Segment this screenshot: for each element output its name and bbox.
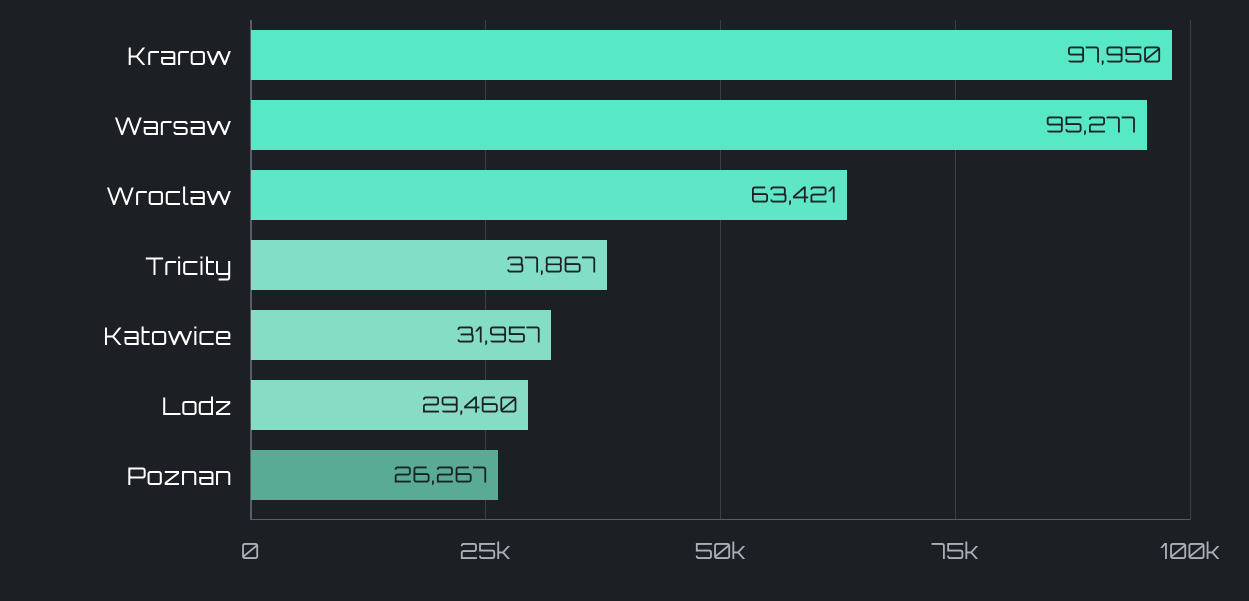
x-tick-label: 25k xyxy=(460,538,511,565)
bar: 29,460 xyxy=(251,380,528,430)
bar-value-label: 31,957 xyxy=(456,322,541,349)
bar: 97,950 xyxy=(251,30,1172,80)
bar: 31,957 xyxy=(251,310,551,360)
bar-value-label: 26,267 xyxy=(394,462,488,489)
bar-value-label: 97,950 xyxy=(1067,42,1162,69)
gridline xyxy=(720,20,721,520)
bar-value-label: 63,421 xyxy=(751,182,837,209)
y-axis-label: Wroclaw xyxy=(106,181,232,211)
bar: 26,267 xyxy=(251,450,498,500)
plot-area: 97,950 95,277 63,421 37,867 31,957 29,460 26,2… xyxy=(250,20,1190,520)
y-axis-label: Lodz xyxy=(162,391,232,421)
gridline xyxy=(1190,20,1191,520)
horizontal-bar-chart: 97,950 95,277 63,421 37,867 31,957 29,460 26,2… xyxy=(0,0,1249,601)
y-axis-label: Tricity xyxy=(145,251,232,281)
bar-value-label: 95,277 xyxy=(1046,112,1137,139)
y-axis-label: Katowice xyxy=(104,321,232,351)
x-tick-label: 100k xyxy=(1160,538,1220,565)
bar: 63,421 xyxy=(251,170,847,220)
bar: 37,867 xyxy=(251,240,607,290)
gridline xyxy=(955,20,956,520)
x-tick-label: 50k xyxy=(695,538,746,565)
y-axis-label: Poznan xyxy=(127,461,232,491)
bar-value-label: 37,867 xyxy=(506,252,597,279)
x-tick-label: 75k xyxy=(932,538,979,565)
y-axis-label: Warsaw xyxy=(114,111,232,141)
bar-value-label: 29,460 xyxy=(422,392,518,419)
y-axis-label: Krarow xyxy=(127,41,232,71)
bar: 95,277 xyxy=(251,100,1147,150)
x-tick-label: 0 xyxy=(241,538,259,565)
x-axis-line xyxy=(250,519,1190,521)
